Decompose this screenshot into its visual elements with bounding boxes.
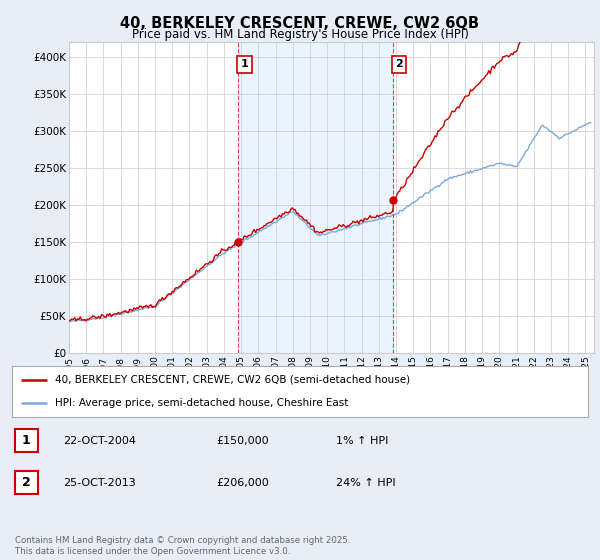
- Text: 2: 2: [22, 476, 31, 489]
- Bar: [238, 42, 393, 353]
- Text: 40, BERKELEY CRESCENT, CREWE, CW2 6QB: 40, BERKELEY CRESCENT, CREWE, CW2 6QB: [121, 16, 479, 31]
- Text: 1% ↑ HPI: 1% ↑ HPI: [336, 436, 388, 446]
- Text: 22-OCT-2004: 22-OCT-2004: [63, 436, 136, 446]
- Text: Contains HM Land Registry data © Crown copyright and database right 2025.
This d: Contains HM Land Registry data © Crown c…: [15, 536, 350, 556]
- Text: 1: 1: [241, 59, 248, 69]
- Text: 2: 2: [395, 59, 403, 69]
- Text: £150,000: £150,000: [216, 436, 269, 446]
- Text: 40, BERKELEY CRESCENT, CREWE, CW2 6QB (semi-detached house): 40, BERKELEY CRESCENT, CREWE, CW2 6QB (s…: [55, 375, 410, 385]
- Text: Price paid vs. HM Land Registry's House Price Index (HPI): Price paid vs. HM Land Registry's House …: [131, 28, 469, 41]
- Text: HPI: Average price, semi-detached house, Cheshire East: HPI: Average price, semi-detached house,…: [55, 398, 349, 408]
- Text: 1: 1: [22, 434, 31, 447]
- Text: 24% ↑ HPI: 24% ↑ HPI: [336, 478, 395, 488]
- Text: £206,000: £206,000: [216, 478, 269, 488]
- Text: 25-OCT-2013: 25-OCT-2013: [63, 478, 136, 488]
